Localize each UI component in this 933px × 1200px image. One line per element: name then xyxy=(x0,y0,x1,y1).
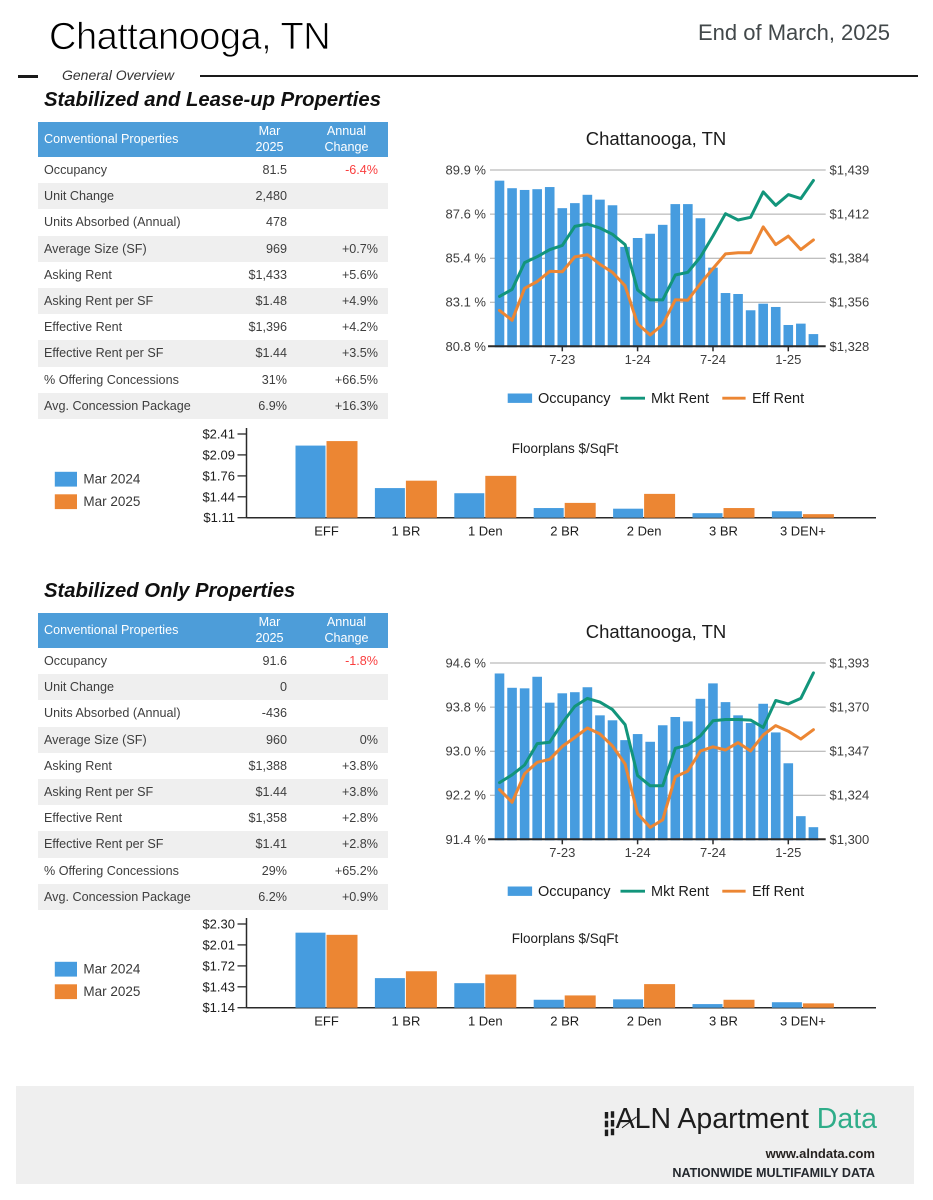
svg-text:91.4 %: 91.4 % xyxy=(446,832,487,847)
svg-text:Eff Rent: Eff Rent xyxy=(752,884,804,900)
svg-text:3 DEN+: 3 DEN+ xyxy=(780,1014,826,1029)
svg-text:3 BR: 3 BR xyxy=(709,1014,738,1029)
svg-text:$1,393: $1,393 xyxy=(830,656,870,671)
svg-text:80.8 %: 80.8 % xyxy=(446,339,487,354)
svg-text:$1.76: $1.76 xyxy=(202,468,235,483)
svg-text:94.6 %: 94.6 % xyxy=(446,656,487,671)
svg-text:$2.30: $2.30 xyxy=(202,917,235,932)
svg-text:EFF: EFF xyxy=(314,524,339,539)
svg-text:$1,384: $1,384 xyxy=(830,251,870,266)
svg-text:1-24: 1-24 xyxy=(625,352,651,367)
svg-text:Mkt Rent: Mkt Rent xyxy=(651,884,709,900)
svg-text:2 Den: 2 Den xyxy=(627,524,662,539)
svg-text:$1,300: $1,300 xyxy=(830,832,870,847)
svg-text:$1.44: $1.44 xyxy=(202,489,235,504)
svg-text:$1,347: $1,347 xyxy=(830,744,870,759)
svg-text:Occupancy: Occupancy xyxy=(538,391,611,407)
svg-text:93.0 %: 93.0 % xyxy=(446,744,487,759)
svg-text:Chattanooga, TN: Chattanooga, TN xyxy=(586,621,727,642)
svg-text:2 BR: 2 BR xyxy=(550,1014,579,1029)
svg-text:1-25: 1-25 xyxy=(775,352,801,367)
svg-text:$2.01: $2.01 xyxy=(202,937,235,952)
svg-text:$1,328: $1,328 xyxy=(830,339,870,354)
svg-text:92.2 %: 92.2 % xyxy=(446,788,487,803)
svg-text:3 BR: 3 BR xyxy=(709,524,738,539)
svg-text:3 DEN+: 3 DEN+ xyxy=(780,524,826,539)
svg-text:7-24: 7-24 xyxy=(700,352,726,367)
svg-text:$1,370: $1,370 xyxy=(830,700,870,715)
svg-text:7-23: 7-23 xyxy=(549,352,575,367)
svg-text:1 Den: 1 Den xyxy=(468,524,503,539)
svg-text:$2.09: $2.09 xyxy=(202,447,235,462)
svg-text:Floorplans $/SqFt: Floorplans $/SqFt xyxy=(512,931,619,946)
svg-text:85.4 %: 85.4 % xyxy=(446,251,487,266)
svg-text:EFF: EFF xyxy=(314,1014,339,1029)
svg-text:Occupancy: Occupancy xyxy=(538,884,611,900)
svg-text:1-25: 1-25 xyxy=(775,845,801,860)
svg-text:$1,324: $1,324 xyxy=(830,788,870,803)
svg-text:$1.72: $1.72 xyxy=(202,958,235,973)
svg-text:7-24: 7-24 xyxy=(700,845,726,860)
svg-text:$1.14: $1.14 xyxy=(202,1000,235,1015)
svg-text:Mar 2024: Mar 2024 xyxy=(83,961,141,976)
svg-text:Eff Rent: Eff Rent xyxy=(752,391,804,407)
svg-text:93.8 %: 93.8 % xyxy=(446,700,487,715)
svg-text:Floorplans $/SqFt: Floorplans $/SqFt xyxy=(512,441,619,456)
svg-text:2 Den: 2 Den xyxy=(627,1014,662,1029)
svg-text:2 BR: 2 BR xyxy=(550,524,579,539)
svg-text:7-23: 7-23 xyxy=(549,845,575,860)
svg-text:Mar 2024: Mar 2024 xyxy=(83,471,141,486)
svg-text:Mar 2025: Mar 2025 xyxy=(83,494,140,509)
svg-text:$1.43: $1.43 xyxy=(202,979,235,994)
svg-text:$2.41: $2.41 xyxy=(202,427,235,442)
svg-text:Chattanooga, TN: Chattanooga, TN xyxy=(586,128,727,149)
svg-text:$1.11: $1.11 xyxy=(203,510,235,525)
svg-text:1 BR: 1 BR xyxy=(391,1014,420,1029)
svg-text:1-24: 1-24 xyxy=(625,845,651,860)
svg-text:1 BR: 1 BR xyxy=(391,524,420,539)
svg-text:Mar 2025: Mar 2025 xyxy=(83,984,140,999)
svg-text:83.1 %: 83.1 % xyxy=(446,295,487,310)
svg-text:$1,412: $1,412 xyxy=(830,207,870,222)
svg-text:87.6 %: 87.6 % xyxy=(446,207,487,222)
svg-text:$1,439: $1,439 xyxy=(830,163,870,178)
svg-text:Mkt Rent: Mkt Rent xyxy=(651,391,709,407)
svg-text:$1,356: $1,356 xyxy=(830,295,870,310)
svg-text:89.9 %: 89.9 % xyxy=(446,163,487,178)
svg-text:1 Den: 1 Den xyxy=(468,1014,503,1029)
